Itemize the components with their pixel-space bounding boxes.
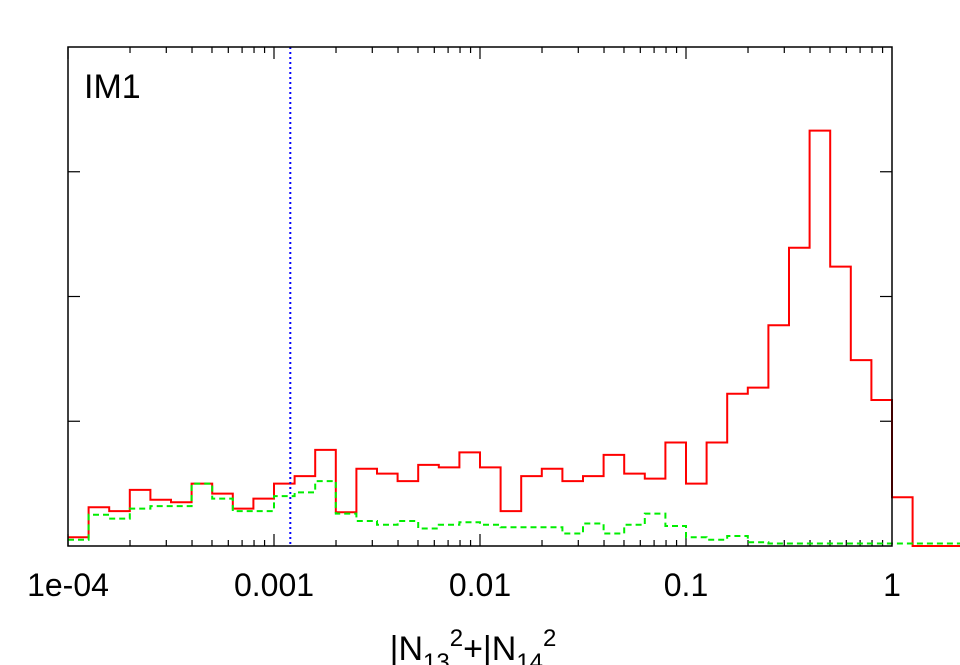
- x-axis-title-part-a: |N: [390, 630, 423, 665]
- x-axis-title-plus: +|N: [463, 630, 516, 665]
- histogram-series-1: [68, 129, 960, 547]
- x-tick-labels: 1e-04 0.001 0.01 0.1 1: [27, 567, 901, 603]
- x-axis-title: |N132+|N142: [390, 625, 557, 665]
- histogram-series-2: [68, 480, 960, 545]
- x-tick-label: 1e-04: [27, 567, 109, 603]
- x-axis-title-sup-b: 2: [543, 625, 556, 652]
- x-tick-label: 0.01: [449, 567, 511, 603]
- x-axis-title-sub-b: 14: [516, 649, 543, 665]
- plot-frame: [67, 46, 893, 547]
- x-tick-label: 1: [883, 567, 901, 603]
- x-tick-label: 0.1: [664, 567, 708, 603]
- x-axis-title-sup-a: 2: [450, 625, 463, 652]
- panel-label: IM1: [84, 68, 141, 106]
- axis-ticks: [67, 47, 892, 546]
- x-tick-label: 0.001: [234, 567, 314, 603]
- series-layer: [68, 129, 960, 547]
- x-axis-title-sub-a: 13: [423, 649, 450, 665]
